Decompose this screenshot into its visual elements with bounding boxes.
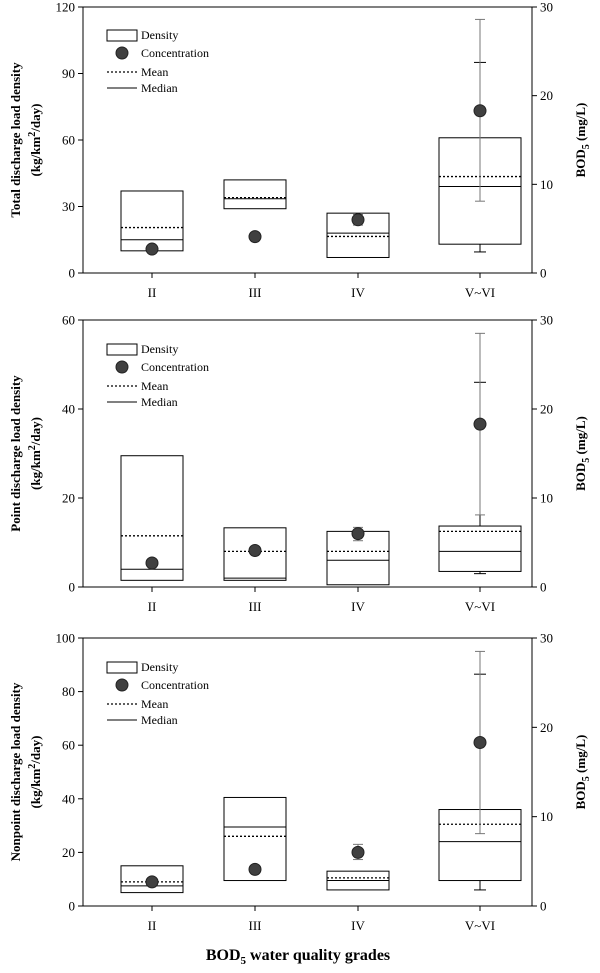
left-tick-label: 0 (69, 580, 76, 595)
right-axis-title: BOD5 (mg/L) (573, 103, 592, 178)
left-tick-label: 60 (62, 133, 75, 148)
right-tick-label: 30 (540, 631, 553, 646)
legend: Density Concentration Mean Median (106, 28, 209, 95)
legend-density-label: Density (141, 28, 178, 42)
concentration-point (351, 527, 365, 541)
left-tick-label: 40 (62, 402, 75, 417)
category-label: III (249, 599, 262, 614)
plot-frame (82, 319, 533, 588)
legend-median-label: Median (141, 395, 178, 409)
concentration-point (473, 104, 487, 118)
left-axis-title-line: Total discharge load density (8, 62, 23, 218)
left-tick-label: 80 (62, 684, 75, 699)
legend-median-label: Median (141, 81, 178, 95)
left-tick-label: 40 (62, 791, 75, 806)
concentration-point (351, 845, 365, 859)
concentration-point (473, 736, 487, 750)
category-label: V~VI (465, 918, 495, 933)
concentration-point (145, 556, 159, 570)
left-axis-title: Point discharge load density (kg/km2/day) (8, 375, 43, 532)
concentration-point (145, 875, 159, 889)
right-axis-title: BOD5 (mg/L) (573, 416, 592, 491)
category-label: V~VI (465, 285, 495, 300)
left-axis-title: Total discharge load density (kg/km2/day) (8, 62, 43, 218)
density-box (223, 796, 287, 882)
density-box (120, 865, 184, 894)
concentration-point (248, 862, 262, 876)
concentration-point (248, 544, 262, 558)
plot-frame (82, 637, 533, 907)
left-axis-title-line: (kg/km2/day) (27, 417, 43, 490)
right-tick-label: 30 (540, 313, 553, 328)
legend-concentration-swatch (115, 46, 129, 60)
concentration-point (248, 230, 262, 244)
legend-density-swatch (106, 661, 138, 674)
concentration-point (351, 213, 365, 227)
left-axis-title-line: Nonpoint discharge load density (8, 682, 23, 861)
concentration-point (145, 242, 159, 256)
density-box (326, 212, 390, 258)
legend-mean-label: Mean (141, 379, 168, 393)
right-tick-label: 20 (540, 88, 553, 103)
left-tick-label: 90 (62, 66, 75, 81)
right-tick-label: 30 (540, 0, 553, 15)
right-tick-label: 10 (540, 177, 553, 192)
density-box (120, 455, 184, 581)
concentration-point (473, 417, 487, 431)
legend-density-label: Density (141, 342, 178, 356)
right-tick-label: 20 (540, 720, 553, 735)
right-tick-label: 0 (540, 580, 547, 595)
left-tick-label: 20 (62, 845, 75, 860)
left-tick-label: 0 (69, 899, 76, 914)
legend-mean-label: Mean (141, 65, 168, 79)
left-axis-title-line: Point discharge load density (8, 375, 23, 532)
legend-concentration-label: Concentration (141, 678, 209, 692)
right-tick-label: 20 (540, 402, 553, 417)
density-box (223, 527, 287, 581)
category-label: II (148, 599, 157, 614)
legend-concentration-label: Concentration (141, 360, 209, 374)
left-tick-label: 30 (62, 199, 75, 214)
density-box (223, 179, 287, 210)
x-axis-title: BOD5 water quality grades (206, 947, 390, 967)
right-tick-label: 10 (540, 491, 553, 506)
legend: Density Concentration Mean Median (106, 660, 209, 727)
left-tick-label: 100 (56, 631, 76, 646)
legend-density-swatch (106, 29, 138, 42)
legend-concentration-label: Concentration (141, 46, 209, 60)
left-tick-label: 60 (62, 738, 75, 753)
category-label: II (148, 285, 157, 300)
legend-concentration-swatch (115, 360, 129, 374)
category-label: V~VI (465, 599, 495, 614)
category-label: IV (351, 285, 365, 300)
left-tick-label: 60 (62, 313, 75, 328)
category-label: IV (351, 599, 365, 614)
right-tick-label: 0 (540, 266, 547, 281)
legend-density-swatch (106, 343, 138, 356)
legend: Density Concentration Mean Median (106, 342, 209, 409)
left-axis-title-line: (kg/km2/day) (27, 736, 43, 809)
left-tick-label: 20 (62, 491, 75, 506)
left-axis-title-line: (kg/km2/day) (27, 104, 43, 177)
right-tick-label: 0 (540, 899, 547, 914)
category-label: IV (351, 918, 365, 933)
left-axis-title: Nonpoint discharge load density (kg/km2/d… (8, 682, 43, 861)
category-label: II (148, 918, 157, 933)
legend-mean-label: Mean (141, 697, 168, 711)
right-tick-label: 10 (540, 809, 553, 824)
category-label: III (249, 918, 262, 933)
left-tick-label: 120 (56, 0, 76, 15)
left-tick-label: 0 (69, 266, 76, 281)
legend-concentration-swatch (115, 678, 129, 692)
density-box (120, 190, 184, 252)
density-box (438, 525, 522, 572)
category-label: III (249, 285, 262, 300)
legend-median-label: Median (141, 713, 178, 727)
right-axis-title: BOD5 (mg/L) (573, 735, 592, 810)
legend-density-label: Density (141, 660, 178, 674)
